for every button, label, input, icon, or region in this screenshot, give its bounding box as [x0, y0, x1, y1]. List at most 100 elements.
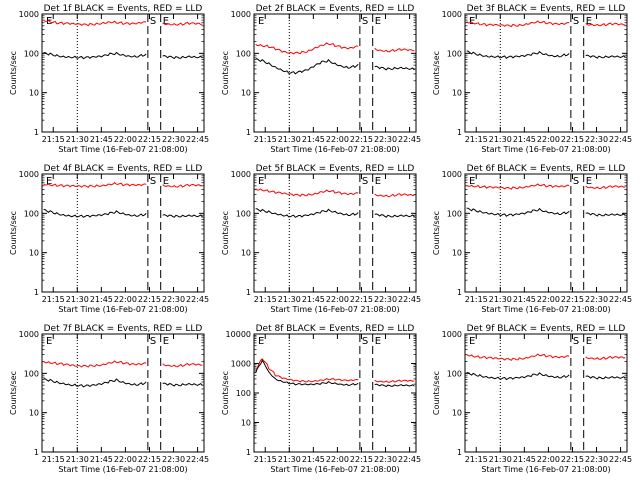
x-axis-label: Start Time (16-Feb-07 21:08:00)	[58, 305, 187, 314]
y-tick-label: 1000	[231, 170, 251, 179]
x-tick-label: 22:45	[609, 295, 632, 304]
x-axis-label: Start Time (16-Feb-07 21:08:00)	[270, 145, 399, 154]
x-tick-label: 22:00	[537, 455, 560, 464]
x-tick-label: 22:45	[609, 455, 632, 464]
x-tick-label: 21:30	[66, 135, 89, 144]
x-tick-label: 21:30	[66, 455, 89, 464]
x-axis-label: Start Time (16-Feb-07 21:08:00)	[58, 465, 187, 474]
x-tick-label: 22:45	[398, 295, 421, 304]
x-tick-label: 21:15	[254, 295, 277, 304]
marker-label-e: E	[46, 336, 52, 347]
x-tick-label: 21:30	[278, 135, 301, 144]
y-tick-label: 1000	[442, 10, 462, 19]
series-black-segment-after	[585, 375, 626, 380]
x-tick-label: 22:30	[585, 295, 608, 304]
series-red-segment-before	[43, 19, 147, 27]
x-tick-label: 22:30	[374, 295, 397, 304]
plot-frame	[41, 333, 205, 453]
x-tick-label: 22:00	[326, 295, 349, 304]
x-tick-label: 21:15	[42, 135, 65, 144]
plot-frame	[464, 13, 628, 133]
chart-title: Det 5f BLACK = Events, RED = LLD	[256, 164, 415, 174]
x-tick-label: 22:30	[585, 135, 608, 144]
x-tick-label: 21:15	[42, 295, 65, 304]
series-red-segment-before	[255, 42, 359, 55]
plot-frame	[464, 173, 628, 293]
x-tick-label: 21:45	[302, 135, 325, 144]
x-tick-label: 22:45	[609, 135, 632, 144]
marker-label-s: S	[362, 336, 368, 347]
x-tick-label: 21:30	[489, 455, 512, 464]
marker-label-s: S	[150, 16, 156, 27]
chart-panel-2: Det 2f BLACK = Events, RED = LLD 1 10 100 10…	[221, 4, 421, 154]
x-tick-label: 21:30	[66, 295, 89, 304]
x-tick-label: 22:30	[374, 135, 397, 144]
marker-label-e: E	[469, 336, 475, 347]
marker-label-e: E	[469, 176, 475, 187]
y-axis-label: Counts/sec	[221, 51, 230, 95]
x-tick-label: 22:15	[561, 455, 584, 464]
plot-frame	[41, 173, 205, 293]
y-tick-label: 100	[236, 49, 251, 58]
x-tick-label: 22:15	[138, 295, 161, 304]
series-black-segment-after	[162, 382, 203, 387]
marker-label-e: E	[586, 16, 592, 27]
plot-frame	[464, 333, 628, 453]
marker-label-e: E	[375, 336, 381, 347]
series-black-segment-after	[374, 65, 415, 71]
y-tick-label: 100	[24, 209, 39, 218]
x-tick-label: 22:15	[561, 295, 584, 304]
marker-label-e: E	[163, 16, 169, 27]
x-axis-label: Start Time (16-Feb-07 21:08:00)	[270, 465, 399, 474]
series-red-segment-before	[43, 360, 147, 368]
series-red-segment-after	[162, 183, 203, 188]
marker-label-s: S	[362, 176, 368, 187]
y-tick-label: 100	[24, 49, 39, 58]
x-tick-label: 22:00	[114, 135, 137, 144]
x-tick-label: 22:15	[561, 135, 584, 144]
marker-label-e: E	[586, 176, 592, 187]
y-tick-label: 1000	[19, 10, 39, 19]
chart-title: Det 3f BLACK = Events, RED = LLD	[467, 4, 626, 14]
y-tick-label: 1000	[442, 170, 462, 179]
marker-label-e: E	[375, 16, 381, 27]
x-tick-label: 22:30	[162, 295, 185, 304]
x-tick-label: 21:45	[90, 135, 113, 144]
marker-label-e: E	[258, 176, 264, 187]
x-tick-label: 22:30	[162, 135, 185, 144]
marker-label-s: S	[150, 176, 156, 187]
y-tick-label: 1	[246, 448, 251, 457]
y-tick-label: 1000	[442, 330, 462, 339]
marker-label-s: S	[362, 16, 368, 27]
series-black-segment-before	[466, 50, 570, 59]
x-tick-label: 22:00	[537, 295, 560, 304]
plot-frame	[253, 13, 417, 133]
x-axis-label: Start Time (16-Feb-07 21:08:00)	[481, 145, 610, 154]
series-black-segment-after	[162, 214, 203, 218]
series-red-segment-after	[374, 379, 415, 383]
x-tick-label: 21:15	[254, 455, 277, 464]
y-tick-label: 100	[447, 49, 462, 58]
y-tick-label: 10	[241, 419, 251, 428]
y-tick-label: 10000	[226, 330, 251, 339]
x-tick-label: 22:00	[114, 295, 137, 304]
y-axis-label: Counts/sec	[9, 371, 18, 415]
x-tick-label: 21:30	[278, 455, 301, 464]
series-black-segment-before	[43, 378, 147, 388]
x-tick-label: 21:15	[465, 135, 488, 144]
y-tick-label: 100	[236, 389, 251, 398]
series-red-segment-before	[43, 182, 147, 188]
plot-frame	[41, 13, 205, 133]
y-tick-label: 1000	[19, 330, 39, 339]
marker-label-e: E	[46, 176, 52, 187]
marker-label-s: S	[573, 176, 579, 187]
y-tick-label: 1	[34, 448, 39, 457]
series-red-segment-after	[585, 355, 626, 360]
chart-panel-9: Det 9f BLACK = Events, RED = LLD 1 10 100 10…	[432, 324, 632, 474]
series-red-segment-before	[466, 20, 570, 28]
series-black-segment-before	[43, 208, 147, 218]
marker-label-s: S	[573, 16, 579, 27]
series-red-segment-after	[162, 363, 203, 368]
series-black-segment-before	[255, 359, 359, 386]
chart-title: Det 4f BLACK = Events, RED = LLD	[44, 164, 203, 174]
